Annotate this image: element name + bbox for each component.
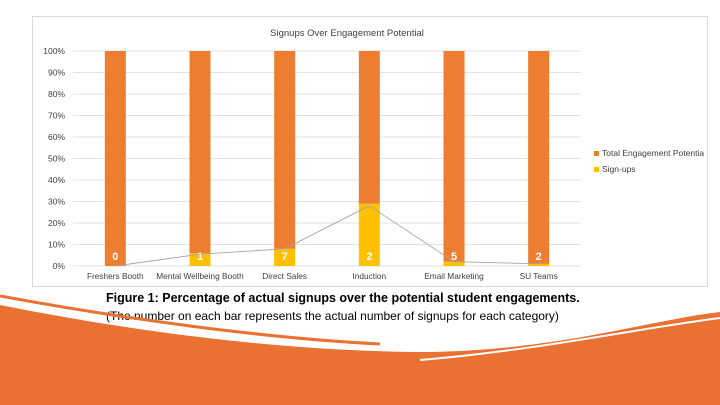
- legend-swatch: [594, 167, 599, 172]
- bar-total-engagement: [274, 51, 296, 249]
- y-tick-label: 10%: [48, 240, 65, 250]
- y-tick-label: 70%: [48, 111, 65, 121]
- y-tick-label: 100%: [43, 46, 65, 56]
- wave-stroke-lower: [419, 317, 720, 361]
- x-tick-label: Induction: [352, 271, 386, 281]
- figure-caption-title: Figure 1: Percentage of actual signups o…: [106, 291, 580, 305]
- bar-signups: [528, 263, 550, 266]
- wave-fill: [0, 305, 720, 405]
- bar-label: 1: [197, 251, 203, 263]
- signups-trend-line: [115, 205, 539, 267]
- x-tick-label: Direct Sales: [262, 271, 307, 281]
- chart-title: Signups Over Engagement Potential: [270, 28, 424, 39]
- x-tick-label: SU Teams: [520, 271, 558, 281]
- wave-stroke-upper: [0, 294, 381, 346]
- y-tick-label: 60%: [48, 132, 65, 142]
- bar-label: 0: [112, 251, 118, 263]
- bar-total-engagement: [189, 51, 211, 254]
- bar-label: 7: [282, 251, 288, 263]
- y-tick-label: 90%: [48, 68, 65, 78]
- bar-label: 2: [536, 251, 542, 263]
- y-tick-label: 40%: [48, 175, 65, 185]
- figure-caption-note: (The number on each bar represents the a…: [106, 309, 559, 323]
- y-tick-label: 80%: [48, 89, 65, 99]
- bar-signups: [189, 253, 211, 266]
- y-tick-label: 50%: [48, 154, 65, 164]
- legend-label: Total Engagement Potentia: [602, 148, 704, 158]
- y-tick-label: 30%: [48, 197, 65, 207]
- bar-signups: [443, 261, 465, 266]
- bar-total-engagement: [443, 51, 465, 262]
- bar-label: 2: [366, 251, 372, 263]
- bar-signups: [358, 203, 380, 266]
- x-tick-label: Email Marketing: [424, 271, 484, 281]
- bar-total-engagement: [528, 51, 550, 264]
- bar-label: 5: [451, 251, 457, 263]
- chart-svg: Signups Over Engagement Potential0%10%20…: [43, 28, 704, 281]
- legend-label: Sign-ups: [602, 164, 636, 174]
- x-tick-label: Mental Wellbeing Booth: [156, 271, 244, 281]
- y-tick-label: 0%: [53, 261, 66, 271]
- bar-total-engagement: [104, 51, 126, 266]
- y-tick-label: 20%: [48, 218, 65, 228]
- x-tick-label: Freshers Booth: [87, 271, 144, 281]
- bar-total-engagement: [358, 51, 380, 204]
- legend-swatch: [594, 151, 599, 156]
- chart-area: Signups Over Engagement Potential 0% 10% 20…: [32, 16, 708, 287]
- bar-signups: [274, 248, 296, 266]
